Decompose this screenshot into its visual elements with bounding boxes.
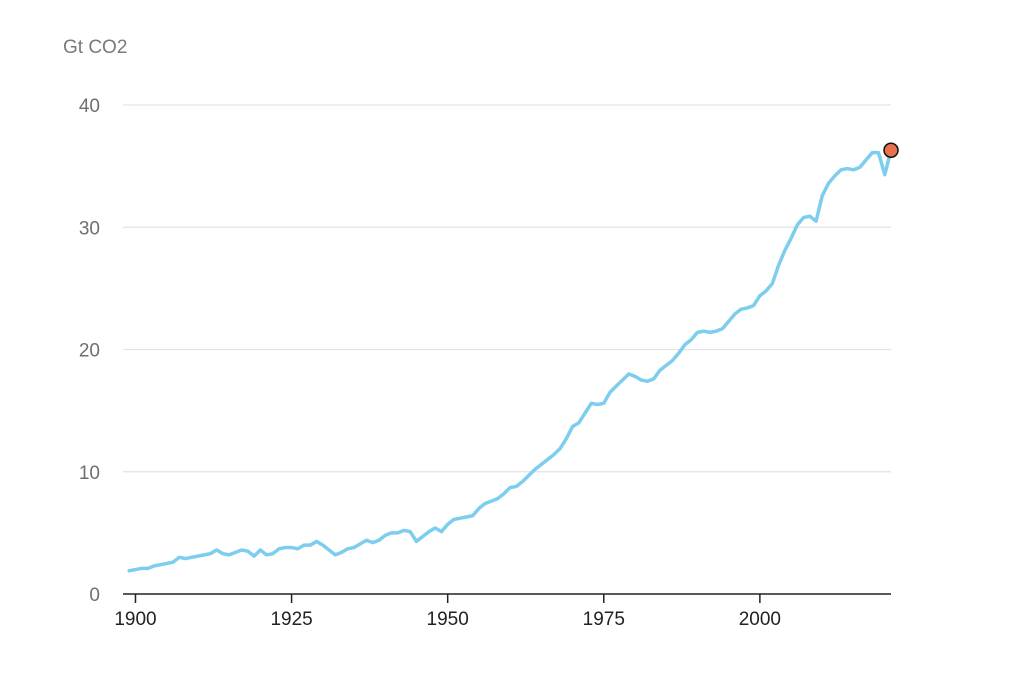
y-tick-label: 10 xyxy=(79,463,100,484)
y-tick-label: 30 xyxy=(79,218,100,239)
x-tick-label: 2000 xyxy=(739,609,781,630)
x-tick-label: 1950 xyxy=(427,609,469,630)
y-tick-label: 40 xyxy=(79,96,100,117)
y-axis-unit-label: Gt CO2 xyxy=(63,37,128,58)
x-tick-label: 1975 xyxy=(583,609,625,630)
y-tick-label: 0 xyxy=(89,585,100,606)
latest-value-marker xyxy=(883,142,899,158)
x-tick-label: 1925 xyxy=(270,609,312,630)
emissions-series-line xyxy=(127,148,893,573)
x-axis-ticks: 1900 1925 1950 1975 2000 xyxy=(114,594,781,630)
y-axis-ticks: 0 10 20 30 40 xyxy=(79,96,100,606)
x-tick-label: 1900 xyxy=(114,609,156,630)
gridlines xyxy=(123,104,891,473)
y-tick-label: 20 xyxy=(79,341,100,362)
